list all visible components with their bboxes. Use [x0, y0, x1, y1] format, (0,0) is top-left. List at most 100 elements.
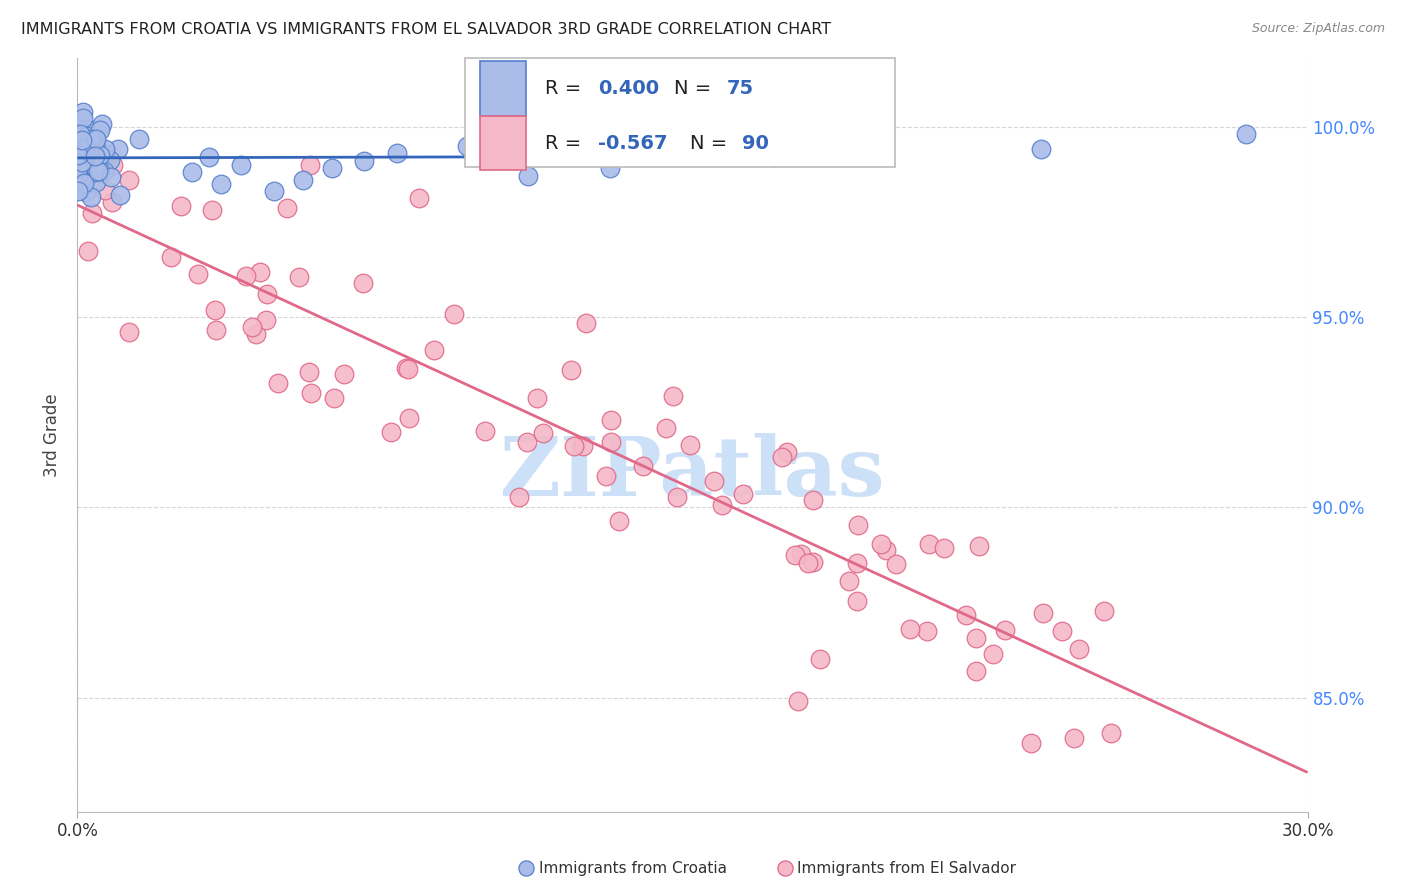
Point — [245, 326, 267, 341]
Point — [67, 168, 90, 182]
Text: Immigrants from El Salvador: Immigrants from El Salvador — [797, 861, 1017, 876]
Point — [846, 593, 869, 607]
Point — [93, 164, 115, 178]
Text: IMMIGRANTS FROM CROATIA VS IMMIGRANTS FROM EL SALVADOR 3RD GRADE CORRELATION CHA: IMMIGRANTS FROM CROATIA VS IMMIGRANTS FR… — [21, 22, 831, 37]
Point — [994, 623, 1017, 637]
Point — [915, 624, 938, 639]
Point — [73, 177, 96, 191]
Point — [711, 498, 734, 512]
Point — [955, 608, 977, 623]
Point — [84, 131, 107, 145]
Point — [790, 547, 813, 561]
Point — [298, 157, 321, 171]
Point — [89, 123, 111, 137]
Point — [398, 411, 420, 425]
Point — [763, 150, 786, 164]
Text: Source: ZipAtlas.com: Source: ZipAtlas.com — [1251, 22, 1385, 36]
Point — [70, 172, 93, 186]
Point — [231, 157, 253, 171]
Point — [187, 268, 209, 282]
Point — [263, 184, 285, 198]
Point — [298, 365, 321, 379]
Point — [128, 131, 150, 145]
Point — [84, 165, 107, 179]
Point — [67, 184, 90, 198]
Point — [838, 574, 860, 588]
Point — [1019, 736, 1042, 750]
Point — [69, 167, 91, 181]
Point — [1063, 731, 1085, 746]
Point — [599, 412, 621, 426]
Point — [73, 132, 96, 146]
FancyBboxPatch shape — [479, 116, 526, 170]
Point — [1052, 624, 1074, 638]
Point — [787, 694, 810, 708]
Point — [666, 490, 689, 504]
Point — [67, 167, 90, 181]
Point — [75, 137, 97, 152]
Point — [299, 386, 322, 401]
Point — [353, 153, 375, 168]
Point — [98, 153, 121, 167]
Point — [76, 170, 98, 185]
Point — [981, 647, 1004, 661]
Point — [679, 438, 702, 452]
Point — [385, 146, 409, 161]
Point — [84, 137, 107, 152]
Point — [205, 323, 228, 337]
Point — [72, 133, 94, 147]
Point — [875, 543, 897, 558]
Point — [1032, 606, 1054, 620]
Point — [575, 316, 598, 330]
Point — [118, 173, 141, 187]
Point — [83, 149, 105, 163]
Point — [969, 540, 991, 554]
Point — [965, 664, 987, 678]
Point — [408, 191, 430, 205]
Point — [846, 517, 869, 532]
Point — [76, 136, 98, 150]
Point — [562, 439, 585, 453]
Point — [731, 487, 754, 501]
Point — [72, 112, 94, 126]
Point — [965, 631, 987, 645]
Point — [322, 391, 344, 405]
Point — [595, 469, 617, 483]
Text: 90: 90 — [742, 134, 769, 153]
Point — [1029, 142, 1052, 156]
Point — [287, 269, 309, 284]
Point — [67, 152, 90, 166]
Point — [291, 173, 314, 187]
Point — [72, 104, 94, 119]
Point — [1234, 127, 1257, 141]
Point — [75, 141, 97, 155]
Point — [67, 127, 90, 141]
Point — [84, 175, 107, 189]
Point — [94, 142, 117, 156]
Text: R =: R = — [546, 134, 588, 153]
Point — [801, 493, 824, 508]
Point — [474, 425, 496, 439]
Point — [67, 140, 90, 154]
Point — [572, 439, 595, 453]
Point — [256, 286, 278, 301]
Point — [655, 421, 678, 435]
Text: ZIPatlas: ZIPatlas — [499, 433, 886, 513]
Point — [772, 450, 794, 464]
Point — [89, 164, 111, 178]
Point — [776, 445, 799, 459]
Point — [67, 121, 90, 136]
Y-axis label: 3rd Grade: 3rd Grade — [44, 393, 62, 476]
Point — [87, 163, 110, 178]
Text: 0.400: 0.400 — [598, 79, 659, 98]
Point — [108, 188, 131, 202]
Point — [67, 161, 90, 175]
Point — [69, 145, 91, 160]
Point — [170, 199, 193, 213]
Point — [69, 127, 91, 141]
Point — [100, 170, 122, 185]
Point — [204, 302, 226, 317]
Point — [631, 459, 654, 474]
Point — [423, 343, 446, 358]
Point — [84, 125, 107, 139]
